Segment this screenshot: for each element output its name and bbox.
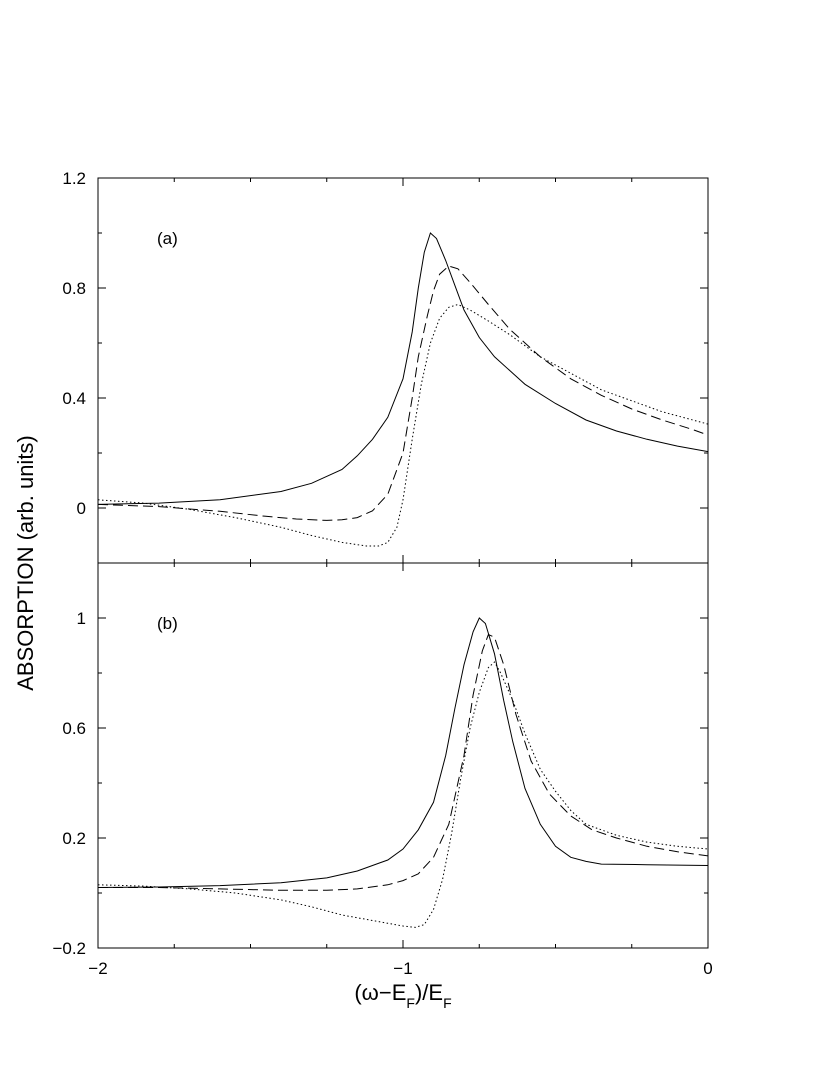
plot-frame-b xyxy=(97,562,709,949)
panel-b: −0.2 0.2 0.6 1 −2 −1 0 (b) xyxy=(52,562,713,978)
series-dashed-a xyxy=(97,265,709,521)
y-tick-label: 0.4 xyxy=(62,389,86,408)
series-dashed-b xyxy=(98,633,709,891)
x-axis-title-main: (ω−E xyxy=(354,980,406,1005)
y-tick-label: 0.6 xyxy=(62,719,86,738)
panel-a: 0 0.4 0.8 1.2 (a) xyxy=(62,169,709,564)
x-tick-label: 0 xyxy=(703,959,712,978)
panel-label-b: (b) xyxy=(157,614,178,633)
y-tick-label: 1 xyxy=(77,609,86,628)
x-tick-label: −2 xyxy=(88,959,107,978)
series-dotted-a xyxy=(97,303,709,547)
x-axis-title-sub2: F xyxy=(443,995,452,1011)
y-tick-label: 0.8 xyxy=(62,279,86,298)
series-solid-b xyxy=(97,617,709,888)
y-axis-title: ABSORPTION (arb. units) xyxy=(13,435,38,691)
x-tick-label: −1 xyxy=(393,959,412,978)
x-axis-title-mid: )/E xyxy=(415,980,443,1005)
y-tick-label: −0.2 xyxy=(52,939,86,958)
series-solid-a xyxy=(97,232,709,505)
x-axis-title: (ω−EF)/EF xyxy=(354,980,451,1011)
y-tick-label: 0 xyxy=(77,499,86,518)
panel-label-a: (a) xyxy=(157,229,178,248)
series-dotted-b xyxy=(97,661,709,928)
x-axis-title-sub1: F xyxy=(406,995,415,1011)
y-tick-label: 0.2 xyxy=(62,829,86,848)
plot-frame-a xyxy=(97,177,709,564)
y-tick-label: 1.2 xyxy=(62,169,86,188)
